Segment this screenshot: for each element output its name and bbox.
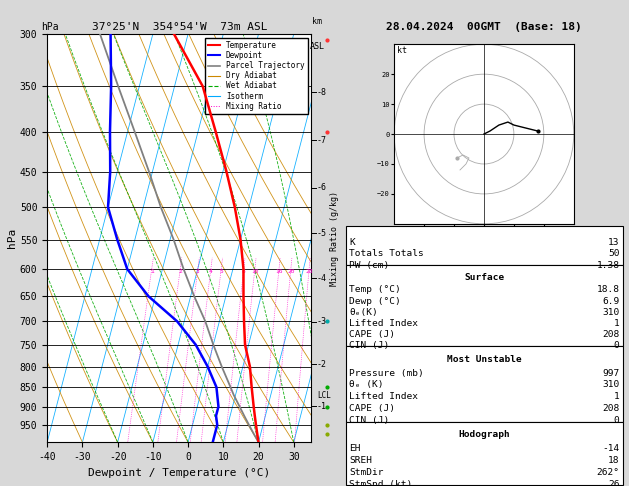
Text: Lifted Index: Lifted Index xyxy=(349,319,418,328)
Text: CAPE (J): CAPE (J) xyxy=(349,330,395,339)
Text: Lifted Index: Lifted Index xyxy=(349,393,418,401)
Text: 2: 2 xyxy=(179,269,182,274)
Text: -1: -1 xyxy=(317,401,327,411)
Text: 18: 18 xyxy=(608,456,620,465)
Text: 1: 1 xyxy=(614,319,620,328)
Text: Pressure (mb): Pressure (mb) xyxy=(349,368,424,378)
Text: SREH: SREH xyxy=(349,456,372,465)
Text: 5: 5 xyxy=(220,269,223,274)
Text: Totals Totals: Totals Totals xyxy=(349,249,424,259)
Text: 0: 0 xyxy=(614,341,620,350)
Text: Hodograph: Hodograph xyxy=(459,430,510,439)
Text: EH: EH xyxy=(349,444,360,453)
Text: hPa: hPa xyxy=(41,21,58,32)
Text: ASL: ASL xyxy=(309,42,325,51)
X-axis label: Dewpoint / Temperature (°C): Dewpoint / Temperature (°C) xyxy=(88,468,270,478)
Text: CIN (J): CIN (J) xyxy=(349,341,389,350)
Text: PW (cm): PW (cm) xyxy=(349,261,389,270)
Text: 310: 310 xyxy=(603,308,620,317)
Text: 18.8: 18.8 xyxy=(596,285,620,295)
Text: -8: -8 xyxy=(317,87,327,97)
Text: 208: 208 xyxy=(603,330,620,339)
Text: 37°25'N  354°54'W  73m ASL: 37°25'N 354°54'W 73m ASL xyxy=(91,21,267,32)
Text: km: km xyxy=(312,17,322,26)
Text: -3: -3 xyxy=(317,317,327,327)
Text: 50: 50 xyxy=(608,249,620,259)
Text: K: K xyxy=(349,238,355,247)
Text: 16: 16 xyxy=(276,269,283,274)
Text: -14: -14 xyxy=(603,444,620,453)
Text: -5: -5 xyxy=(317,229,327,238)
Text: 26: 26 xyxy=(608,480,620,486)
Text: 4: 4 xyxy=(209,269,213,274)
Text: Most Unstable: Most Unstable xyxy=(447,355,521,364)
Text: θₑ (K): θₑ (K) xyxy=(349,381,384,389)
Text: StmSpd (kt): StmSpd (kt) xyxy=(349,480,413,486)
Text: 1: 1 xyxy=(150,269,153,274)
Text: 0: 0 xyxy=(614,417,620,425)
Text: Mixing Ratio (g/kg): Mixing Ratio (g/kg) xyxy=(330,191,340,286)
Text: 310: 310 xyxy=(603,381,620,389)
Text: CAPE (J): CAPE (J) xyxy=(349,404,395,414)
Text: -6: -6 xyxy=(317,183,327,192)
Text: -7: -7 xyxy=(317,136,327,145)
Text: 20: 20 xyxy=(287,269,294,274)
Text: -4: -4 xyxy=(317,274,327,283)
Text: Dewp (°C): Dewp (°C) xyxy=(349,296,401,306)
Text: Surface: Surface xyxy=(464,273,504,281)
Text: StmDir: StmDir xyxy=(349,468,384,477)
Text: Temp (°C): Temp (°C) xyxy=(349,285,401,295)
Text: 1: 1 xyxy=(614,393,620,401)
Text: kt: kt xyxy=(397,46,407,55)
Text: 1.38: 1.38 xyxy=(596,261,620,270)
Text: θₑ(K): θₑ(K) xyxy=(349,308,378,317)
Text: 997: 997 xyxy=(603,368,620,378)
Text: CIN (J): CIN (J) xyxy=(349,417,389,425)
Text: 10: 10 xyxy=(251,269,259,274)
Text: 28.04.2024  00GMT  (Base: 18): 28.04.2024 00GMT (Base: 18) xyxy=(386,21,582,32)
Text: LCL: LCL xyxy=(317,391,331,399)
Y-axis label: hPa: hPa xyxy=(7,228,17,248)
Text: 3: 3 xyxy=(196,269,200,274)
Text: 6.9: 6.9 xyxy=(603,296,620,306)
Legend: Temperature, Dewpoint, Parcel Trajectory, Dry Adiabat, Wet Adiabat, Isotherm, Mi: Temperature, Dewpoint, Parcel Trajectory… xyxy=(205,38,308,114)
Text: 208: 208 xyxy=(603,404,620,414)
Text: 13: 13 xyxy=(608,238,620,247)
Text: 28: 28 xyxy=(305,269,313,274)
Text: 8: 8 xyxy=(242,269,245,274)
Text: 262°: 262° xyxy=(596,468,620,477)
Text: © weatheronline.co.uk: © weatheronline.co.uk xyxy=(428,472,541,481)
Text: -2: -2 xyxy=(317,360,327,369)
